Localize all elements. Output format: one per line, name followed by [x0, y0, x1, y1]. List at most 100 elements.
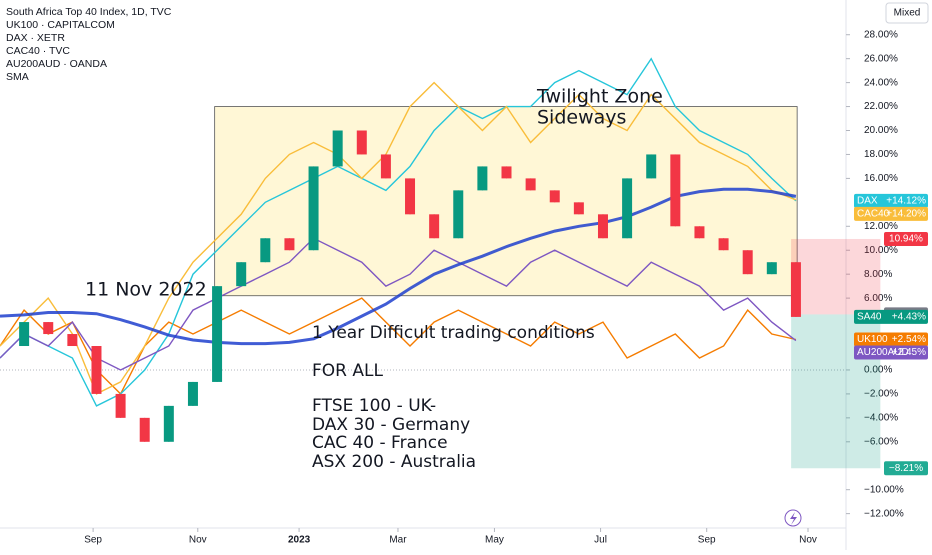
y-tick-label: −6.00%: [864, 436, 898, 447]
candle: [260, 238, 271, 263]
legend-text: UK100 · CAPITALCOM: [6, 19, 115, 31]
x-tick-label: May: [485, 535, 504, 546]
x-tick-label: 2023: [288, 535, 311, 546]
annotation: DAX 30 - Germany: [312, 415, 470, 435]
position-tag: [884, 231, 928, 246]
x-tick-label: Sep: [84, 535, 102, 546]
candle: [236, 262, 247, 287]
series-line: [0, 57, 797, 407]
candle: [453, 190, 464, 239]
series-tag-value: +4.43%: [892, 312, 926, 323]
series-tag: [854, 206, 928, 221]
target-zone: [791, 238, 881, 315]
candle: [766, 262, 777, 275]
series-tag: [854, 193, 928, 208]
series-tag-name: UK100: [857, 334, 888, 345]
series-tag-value: +14.12%: [886, 196, 926, 207]
candle: [67, 334, 78, 347]
y-tick-label: −2.00%: [864, 389, 898, 400]
candle: [694, 226, 705, 239]
candle: [308, 166, 319, 251]
position-label: 10.94%: [889, 234, 923, 245]
series-line: [0, 237, 797, 371]
series-tag: [854, 309, 928, 324]
candle: [91, 346, 102, 394]
candle: [477, 166, 488, 191]
series-tag-name: AU200AUD: [857, 347, 909, 358]
y-tick-label: 22.00%: [864, 101, 898, 112]
annotation: CAC 40 - France: [312, 433, 448, 453]
series-tag-name: CAC40: [857, 209, 890, 220]
y-tick-label: 20.00%: [864, 125, 898, 136]
candle: [597, 214, 608, 239]
scale-mode[interactable]: Mixed: [894, 8, 921, 19]
candle: [284, 238, 295, 251]
position-tag: [884, 461, 928, 476]
legend-text: AU200AUD · OANDA: [6, 58, 107, 70]
lightning-glyph: [790, 512, 797, 525]
candle: [790, 262, 801, 317]
candle: [501, 166, 512, 179]
candle: [573, 202, 584, 215]
annotation: ASX 200 - Australia: [312, 452, 476, 472]
annotation: 1 Year Difficult trading conditions: [312, 323, 595, 343]
series-line: [0, 187, 797, 346]
series-tag: [854, 332, 928, 347]
scale-mode-button[interactable]: [885, 2, 929, 24]
series-tag-value: +2.45%: [892, 347, 926, 358]
candle: [187, 381, 198, 406]
candle: [742, 250, 753, 275]
y-tick-label: −12.00%: [864, 508, 904, 519]
series-tag-name: DAX: [857, 196, 878, 207]
x-tick-label: Sep: [698, 535, 716, 546]
y-tick-label: 24.00%: [864, 77, 898, 88]
legend-text: South Africa Top 40 Index, 1D, TVC: [6, 6, 172, 18]
y-tick-label: −4.00%: [864, 412, 898, 423]
candle: [115, 393, 126, 418]
y-tick-label: 28.00%: [864, 29, 898, 40]
series-tag-name: SA40: [857, 312, 882, 323]
candle: [718, 238, 729, 251]
annotation: FTSE 100 - UK-: [312, 396, 436, 416]
annotation: Sideways: [537, 107, 626, 129]
candle: [139, 417, 150, 442]
x-tick-label: Nov: [189, 535, 207, 546]
candle: [332, 130, 343, 167]
candle: [43, 322, 54, 335]
candle: [525, 178, 536, 191]
y-tick-label: 18.00%: [864, 149, 898, 160]
series-tag-value: +2.54%: [892, 334, 926, 345]
candle: [356, 130, 367, 155]
series-line: [0, 297, 797, 396]
y-tick-label: 0.00%: [864, 365, 892, 376]
candle: [19, 322, 30, 347]
x-tick-label: Jul: [594, 535, 607, 546]
legend-text: CAC40 · TVC: [6, 45, 70, 57]
y-tick-label: 10.00%: [864, 245, 898, 256]
y-tick-label: 8.00%: [864, 269, 892, 280]
y-tick-label: 12.00%: [864, 221, 898, 232]
candle: [622, 178, 633, 239]
candle: [163, 405, 174, 442]
annotation: 11 Nov 2022: [85, 279, 207, 301]
legend-text: DAX · XETR: [6, 32, 65, 44]
y-tick-label: −10.00%: [864, 484, 904, 495]
candle: [405, 178, 416, 215]
y-tick-label: 26.00%: [864, 53, 898, 64]
candle: [670, 154, 681, 227]
candle: [549, 190, 560, 203]
x-tick-label: Mar: [389, 535, 407, 546]
candle: [212, 286, 223, 382]
candle: [380, 154, 391, 179]
y-tick-label: 16.00%: [864, 173, 898, 184]
annotation: FOR ALL: [312, 361, 383, 381]
legend-text: SMA: [6, 71, 29, 83]
y-tick-label: 6.00%: [864, 293, 892, 304]
candle: [646, 154, 657, 179]
series-tag-value: +14.20%: [886, 209, 926, 220]
x-tick-label: Nov: [799, 535, 817, 546]
annotation: Twilight Zone: [536, 86, 663, 108]
position-label: −8.21%: [889, 463, 923, 474]
series-tag: [854, 345, 928, 360]
